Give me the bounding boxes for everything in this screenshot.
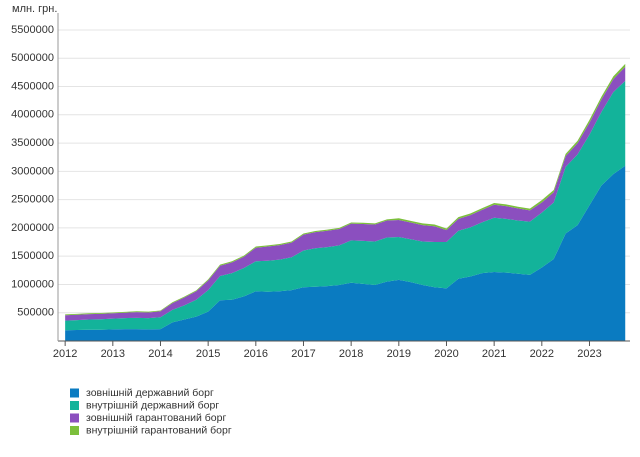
y-tick-label: 2500000 [11, 194, 54, 206]
x-tick-label: 2017 [291, 348, 315, 360]
y-tick-label: 3500000 [11, 137, 54, 149]
x-tick-label: 2021 [482, 348, 506, 360]
legend-swatch [70, 426, 79, 435]
legend-label: внутрішній державний борг [86, 399, 219, 411]
y-tick-label: 2000000 [11, 222, 54, 234]
y-tick-label: 5500000 [11, 24, 54, 36]
legend-label: зовнішній державний борг [86, 387, 214, 399]
x-tick-label: 2016 [244, 348, 268, 360]
x-tick-label: 2018 [339, 348, 363, 360]
legend-label: зовнішній гарантований борг [86, 412, 226, 424]
legend-swatch [70, 388, 79, 398]
y-tick-label: 3000000 [11, 165, 54, 177]
y-tick-label: 5000000 [11, 52, 54, 64]
x-tick-label: 2019 [387, 348, 411, 360]
y-unit-label: млн. грн. [12, 3, 57, 15]
x-tick-label: 2015 [196, 348, 220, 360]
legend-label: внутрішній гарантований борг [86, 424, 232, 436]
area [65, 80, 626, 331]
y-tick-label: 4000000 [11, 109, 54, 121]
legend-swatch [70, 401, 79, 410]
x-tick-label: 2020 [434, 348, 458, 360]
x-tick-label: 2014 [148, 348, 172, 360]
area [65, 165, 626, 341]
y-tick-label: 1000000 [11, 278, 54, 290]
x-tick-label: 2013 [101, 348, 125, 360]
y-tick-label: 4500000 [11, 80, 54, 92]
x-tick-label: 2012 [53, 348, 77, 360]
x-tick-label: 2022 [530, 348, 554, 360]
y-tick-label: 500000 [17, 307, 54, 319]
x-tick-label: 2023 [577, 348, 601, 360]
legend-swatch [70, 413, 79, 423]
y-tick-label: 1500000 [11, 250, 54, 262]
